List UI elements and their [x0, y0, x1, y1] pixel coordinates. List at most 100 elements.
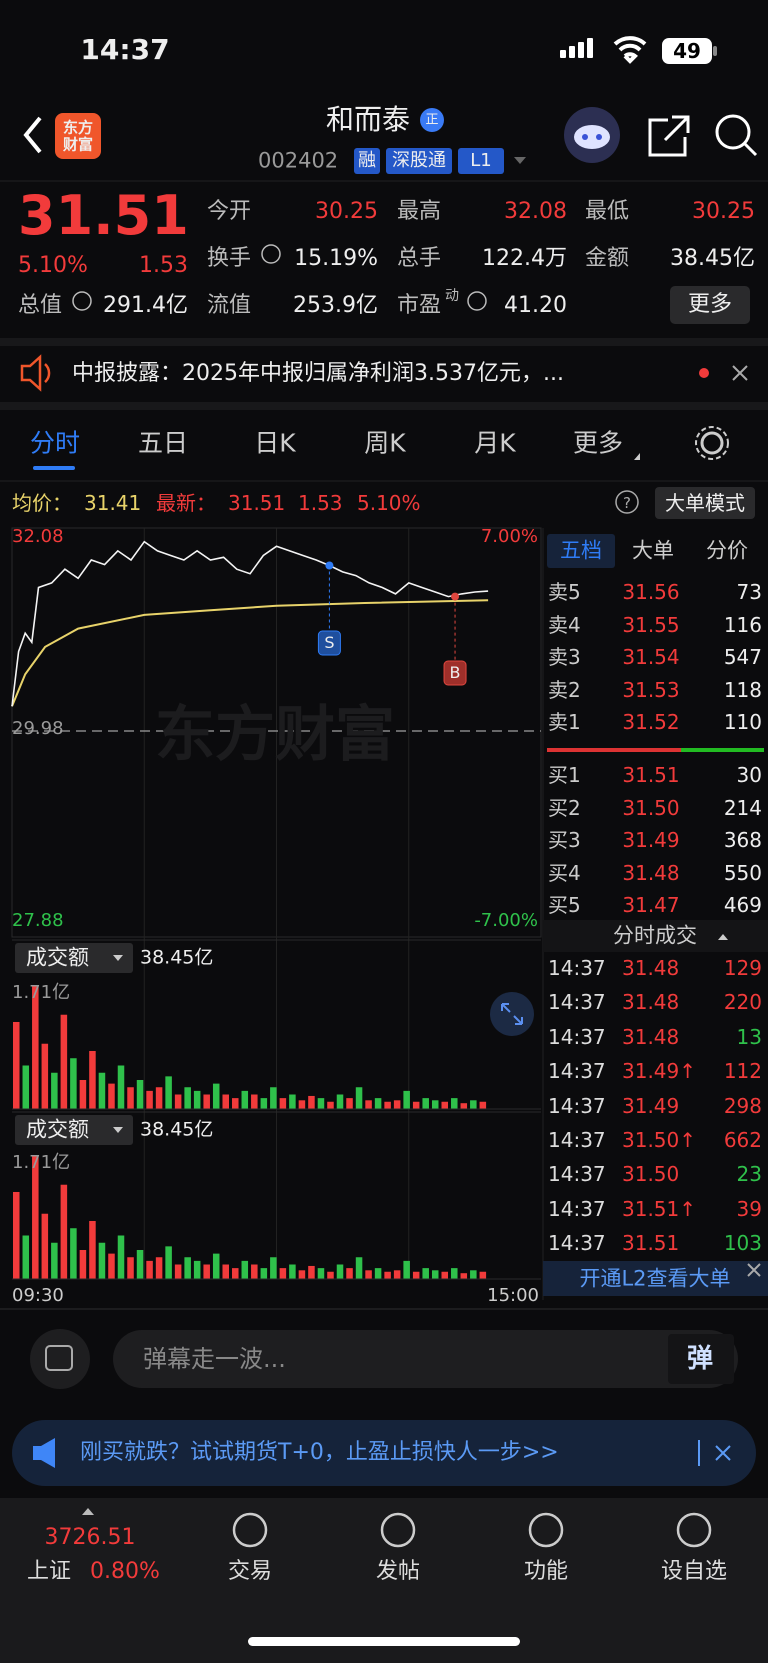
bid-ask-ratio-bid: [547, 748, 681, 752]
trade-time: 14:37: [548, 1059, 606, 1084]
volume-bar: [79, 1249, 87, 1279]
period-tab[interactable]: 五日: [137, 428, 189, 458]
period-tab[interactable]: 月K: [474, 428, 516, 458]
volume-bar: [279, 1098, 287, 1109]
nav-icon[interactable]: [232, 1512, 268, 1548]
nav-icon[interactable]: [528, 1512, 564, 1548]
assistant-face: [574, 125, 610, 149]
volume-bar: [260, 1098, 268, 1109]
danmaku-send[interactable]: [668, 1334, 734, 1384]
nav-label[interactable]: 交易: [227, 1559, 273, 1584]
share-button[interactable]: [648, 115, 690, 157]
period-tab[interactable]: 更多: [572, 428, 624, 458]
big-order-mode-label[interactable]: 大单模式: [665, 491, 745, 515]
l2-banner[interactable]: [543, 1261, 768, 1296]
period-tab[interactable]: 分时: [29, 428, 81, 458]
settings-ring: [695, 426, 729, 460]
price-line: [11, 540, 489, 707]
volume-bar: [336, 1264, 344, 1279]
volume-bar: [251, 1264, 258, 1279]
danmaku-send-label[interactable]: 弹: [686, 1344, 714, 1374]
trade-price: 31.51↑: [622, 1196, 697, 1221]
field-label: 换手: [207, 246, 252, 271]
search-button[interactable]: [715, 114, 751, 150]
l2-close[interactable]: [747, 1263, 761, 1277]
trade-volume: 39: [736, 1196, 762, 1221]
index-value[interactable]: 3726.51: [44, 1525, 136, 1550]
book-tab[interactable]: 五档: [560, 538, 602, 563]
book-price: 31.51: [622, 763, 680, 787]
time-axis-label: 09:30: [12, 1285, 64, 1306]
book-tab-active: [547, 534, 615, 568]
trade-price: 31.48: [622, 1024, 680, 1049]
volume-bar: [136, 1079, 144, 1109]
volume-bar: [41, 1043, 49, 1109]
book-price: 31.52: [622, 710, 680, 734]
volume-bar: [393, 1100, 401, 1109]
volume-bar: [203, 1264, 210, 1279]
nav-icon[interactable]: [380, 1512, 416, 1548]
danmaku-toggle[interactable]: [30, 1329, 90, 1389]
volume-bar: [89, 1220, 96, 1279]
settings-button[interactable]: [700, 431, 724, 455]
trade-time: 14:37: [548, 990, 606, 1015]
ad-close[interactable]: [715, 1445, 731, 1461]
volume-bar: [441, 1271, 449, 1279]
volume-title[interactable]: 成交额: [26, 945, 89, 970]
book-tab[interactable]: 分价: [706, 538, 748, 563]
index-pct[interactable]: 0.80%: [90, 1559, 160, 1584]
back-button[interactable]: [23, 116, 42, 154]
battery: [662, 38, 712, 64]
book-label: 买3: [548, 828, 581, 852]
more-button-label[interactable]: 更多: [687, 292, 733, 317]
volume-title[interactable]: 成交额: [26, 1117, 89, 1142]
book-label: 买1: [548, 763, 581, 787]
book-volume: 118: [723, 677, 762, 702]
nav-label[interactable]: 功能: [523, 1559, 569, 1584]
volume-bar: [155, 1257, 163, 1279]
volume-bar: [165, 1246, 172, 1279]
book-tab[interactable]: 大单: [632, 538, 674, 563]
comment-input[interactable]: [113, 1330, 738, 1388]
volume-bar: [374, 1098, 382, 1109]
book-label: 买5: [548, 893, 581, 917]
last-price: 31.51: [18, 184, 189, 247]
home-indicator: [248, 1637, 520, 1646]
tab-indicator: [33, 466, 75, 470]
battery-cap: [713, 46, 717, 56]
comment-placeholder[interactable]: 弹幕走一波...: [143, 1345, 286, 1373]
nav-icon[interactable]: [676, 1512, 712, 1548]
period-tab[interactable]: 周K: [364, 428, 406, 458]
ad-text[interactable]: 刚买就跌？试试期货T+0，止盈止损快人一步>>: [80, 1440, 559, 1465]
app-logo-text: 东方财富: [62, 118, 93, 153]
index-name[interactable]: 上证: [27, 1559, 72, 1584]
l2-banner-text[interactable]: 开通L2查看大单: [579, 1266, 731, 1291]
nav-label[interactable]: 发帖: [375, 1559, 421, 1584]
expand-button[interactable]: [490, 992, 534, 1036]
big-order-mode[interactable]: [655, 487, 755, 519]
news-text[interactable]: 中报披露：2025年中报归属净利润3.537亿元，...: [72, 361, 564, 386]
volume-bar: [174, 1094, 182, 1109]
book-price: 31.48: [622, 860, 680, 885]
volume-bar: [222, 1094, 230, 1109]
signal-bar: [569, 46, 575, 58]
nav-label[interactable]: 设自选: [660, 1559, 728, 1584]
trade-time: 14:37: [548, 956, 606, 980]
volume-bar: [460, 1273, 468, 1279]
volume-selector[interactable]: [15, 943, 133, 973]
ad-banner[interactable]: [12, 1420, 756, 1486]
close-news[interactable]: [732, 365, 748, 381]
expand-icon: [501, 1003, 523, 1025]
app-logo: [55, 113, 101, 159]
period-tab[interactable]: 日K: [254, 428, 296, 458]
more-button[interactable]: [670, 286, 750, 324]
volume-selector[interactable]: [15, 1115, 133, 1145]
volume-bar: [298, 1100, 306, 1109]
volume-bar: [412, 1101, 420, 1109]
volume-bar: [32, 1155, 39, 1279]
volume-bar: [184, 1257, 191, 1279]
assistant-eye: [582, 134, 588, 140]
field-label: 最高: [397, 199, 442, 224]
assistant-eye: [596, 134, 602, 140]
